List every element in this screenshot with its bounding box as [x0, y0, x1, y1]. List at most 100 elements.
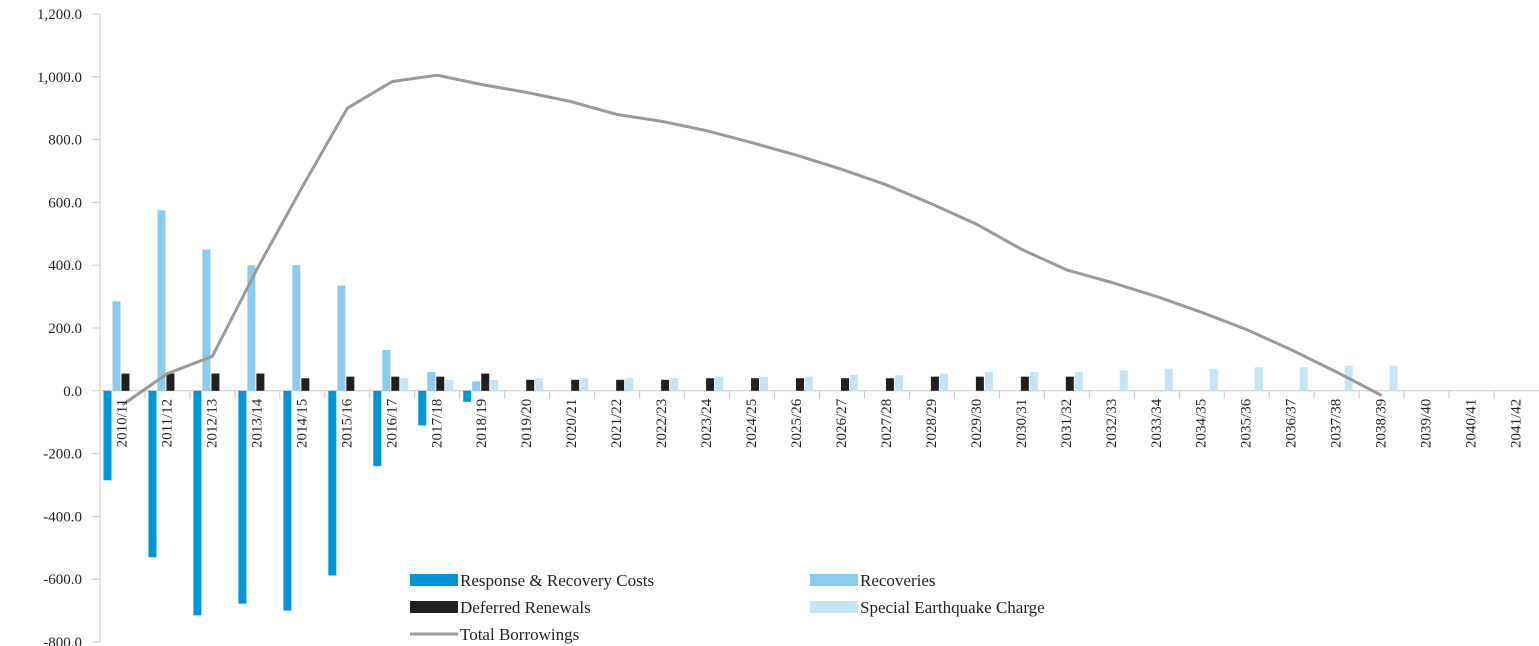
x-tick-label: 2038/39	[1374, 399, 1390, 448]
bar	[337, 285, 346, 391]
bar	[1164, 368, 1173, 391]
bar	[571, 379, 580, 391]
x-tick-label: 2037/38	[1329, 399, 1345, 448]
bar	[796, 378, 805, 391]
x-tick-label: 2017/18	[429, 399, 445, 448]
bar	[427, 371, 436, 391]
bar	[346, 376, 355, 391]
y-tick-label: 0.0	[63, 384, 82, 400]
bar	[256, 373, 265, 391]
x-tick-label: 2040/41	[1464, 399, 1480, 448]
bar	[391, 376, 400, 391]
y-tick-label: 600.0	[48, 195, 82, 211]
bar	[103, 390, 112, 481]
x-tick-label: 2030/31	[1014, 399, 1030, 448]
bar	[1074, 371, 1083, 391]
x-tick-label: 2035/36	[1239, 398, 1255, 448]
bar	[894, 375, 903, 391]
bar	[670, 378, 679, 391]
bar	[760, 376, 769, 391]
bar	[301, 378, 310, 391]
bar	[939, 373, 948, 391]
y-tick-label: -200.0	[43, 447, 82, 463]
x-tick-label: 2025/26	[789, 398, 805, 448]
legend-label: Response & Recovery Costs	[460, 571, 654, 590]
bar	[930, 376, 939, 391]
legend-marker	[810, 601, 858, 613]
y-tick-label: 800.0	[48, 133, 82, 149]
bar	[975, 376, 984, 391]
bar	[1389, 365, 1398, 391]
bar	[157, 210, 166, 391]
x-tick-label: 2034/35	[1194, 399, 1210, 448]
y-tick-label: -600.0	[43, 572, 82, 588]
bar	[1209, 368, 1218, 391]
legend-marker	[810, 574, 858, 586]
bar	[202, 249, 211, 391]
x-tick-label: 2010/11	[114, 399, 130, 448]
x-tick-label: 2011/12	[159, 399, 175, 448]
bar	[885, 378, 894, 391]
bar	[211, 373, 220, 391]
y-tick-label: 400.0	[48, 258, 82, 274]
x-tick-label: 2021/22	[609, 399, 625, 448]
line	[121, 73, 1383, 407]
x-tick-label: 2028/29	[924, 399, 940, 448]
bar	[616, 379, 625, 391]
x-tick-label: 2014/15	[294, 399, 310, 448]
x-tick-label: 2033/34	[1149, 398, 1165, 448]
x-tick-label: 2026/27	[834, 398, 850, 448]
x-tick-label: 2031/32	[1059, 399, 1075, 448]
bar	[849, 375, 858, 391]
bar	[490, 379, 499, 391]
bar	[1065, 376, 1074, 391]
bar	[463, 390, 472, 402]
bar	[400, 378, 409, 391]
y-tick-label: 1,200.0	[37, 7, 82, 23]
legend-label: Deferred Renewals	[460, 598, 591, 617]
x-tick-label: 2018/19	[474, 399, 490, 448]
x-tick-label: 2029/30	[969, 399, 985, 448]
bar	[166, 373, 175, 391]
bar	[436, 376, 445, 391]
bar	[445, 379, 454, 391]
legend-label: Total Borrowings	[460, 625, 579, 644]
y-tick-label: -800.0	[43, 635, 82, 646]
x-tick-label: 2016/17	[384, 398, 400, 448]
x-tick-label: 2019/20	[519, 399, 535, 448]
x-tick-label: 2012/13	[204, 399, 220, 448]
bar	[121, 373, 130, 391]
bar	[1254, 367, 1263, 391]
bar	[840, 378, 849, 391]
y-tick-label: 200.0	[48, 321, 82, 337]
bar	[238, 390, 247, 604]
bar	[751, 378, 760, 391]
bar	[472, 381, 481, 391]
bar	[1029, 371, 1038, 391]
bar	[382, 349, 391, 391]
legend-label: Recoveries	[860, 571, 936, 590]
bar	[706, 378, 715, 391]
x-tick-label: 2013/14	[249, 398, 265, 448]
x-tick-label: 2039/40	[1419, 399, 1435, 448]
bar	[247, 265, 256, 391]
x-tick-label: 2027/28	[879, 399, 895, 448]
bar	[328, 390, 337, 576]
legend-marker	[410, 574, 458, 586]
x-tick-label: 2024/25	[744, 399, 760, 448]
bar	[418, 390, 427, 426]
bar	[148, 390, 157, 558]
bar	[805, 376, 814, 391]
bar	[625, 378, 634, 391]
y-tick-label: 1,000.0	[37, 70, 82, 86]
x-tick-label: 2020/21	[564, 399, 580, 448]
bar	[193, 390, 202, 616]
bar	[292, 265, 301, 391]
bar	[373, 390, 382, 467]
bar	[661, 379, 670, 391]
x-tick-label: 2041/42	[1509, 399, 1525, 448]
bar	[715, 376, 724, 391]
bar	[1119, 370, 1128, 391]
bar	[1020, 376, 1029, 391]
